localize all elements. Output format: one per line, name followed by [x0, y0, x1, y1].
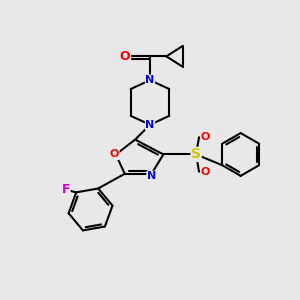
Text: N: N — [147, 171, 156, 181]
Text: N: N — [146, 75, 154, 85]
Text: N: N — [146, 120, 154, 130]
Text: O: O — [110, 149, 119, 160]
Text: O: O — [120, 50, 130, 63]
Text: S: S — [191, 148, 201, 161]
Text: O: O — [201, 167, 210, 177]
Text: F: F — [61, 183, 70, 196]
Text: O: O — [201, 132, 210, 142]
